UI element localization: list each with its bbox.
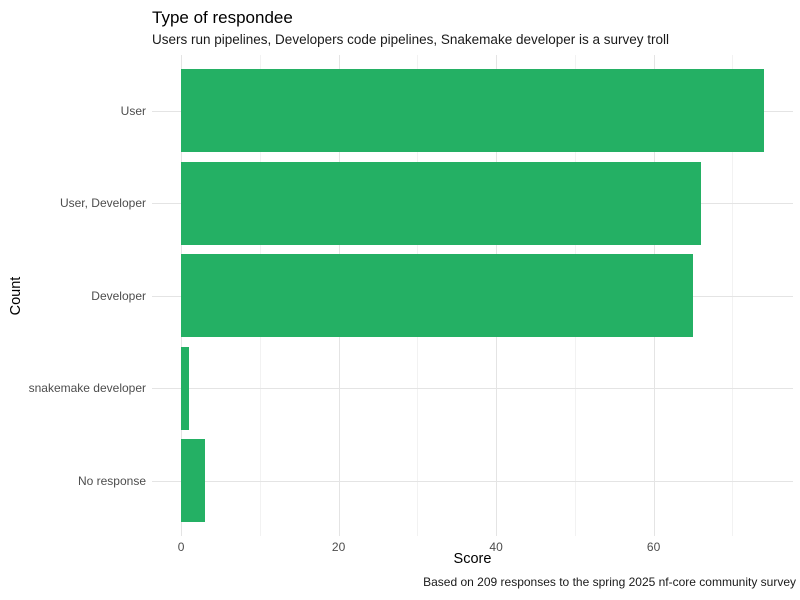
bar-user-developer: [181, 161, 701, 245]
y-tick-label: User, Developer: [59, 196, 146, 210]
bar-user: [181, 69, 764, 152]
y-tick-label: No response: [77, 473, 146, 488]
x-tick-label: 60: [646, 540, 661, 554]
x-tick-label: 40: [489, 540, 503, 554]
bar-developer: [181, 254, 693, 337]
gridline-category: [152, 480, 793, 482]
chart-caption: Based on 209 responses to the spring 202…: [423, 575, 796, 589]
y-axis-title: Count: [8, 276, 24, 316]
x-tick-label: 20: [331, 540, 346, 554]
gridline-category: [152, 388, 793, 389]
y-tick-label: snakemake developer: [28, 381, 146, 395]
y-tick-label: Developer: [91, 288, 146, 303]
chart-title: Type of respondee: [152, 8, 293, 27]
x-tick-label: 0: [177, 540, 185, 554]
bar-snakemake-developer: [181, 346, 189, 430]
plot-panel: [152, 55, 793, 536]
bar-no-response: [181, 439, 205, 522]
chart-subtitle: Users run pipelines, Developers code pip…: [152, 32, 670, 47]
y-tick-label: User: [120, 103, 146, 118]
x-axis-title: Score: [453, 551, 492, 567]
